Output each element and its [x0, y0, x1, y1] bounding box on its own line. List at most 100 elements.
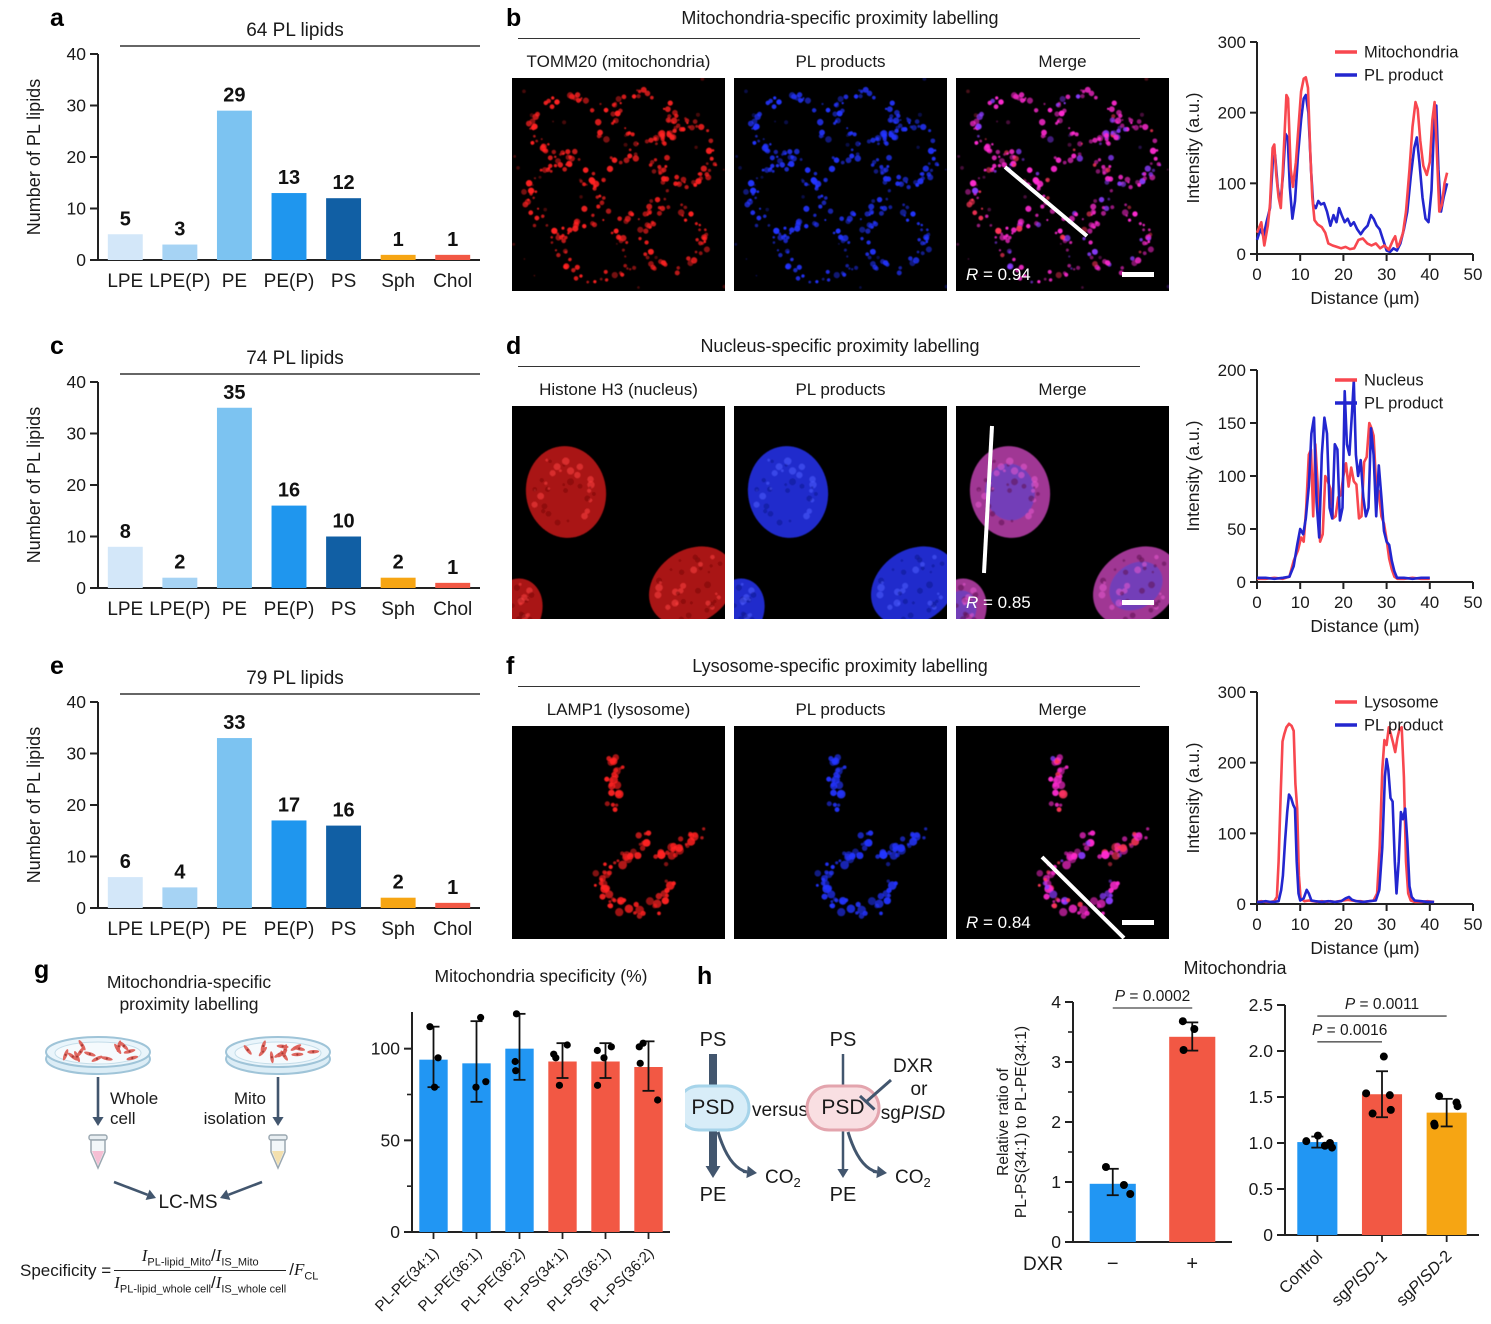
- svg-text:LPE(P): LPE(P): [149, 919, 210, 940]
- svg-text:PL-PS(34:1) to PL-PE(34:1): PL-PS(34:1) to PL-PE(34:1): [1013, 1026, 1030, 1218]
- svg-text:PSD: PSD: [821, 1096, 864, 1119]
- panel-label-a: a: [50, 4, 64, 32]
- svg-text:PE(P): PE(P): [264, 271, 315, 292]
- svg-text:40: 40: [1420, 593, 1439, 612]
- svg-text:20: 20: [1334, 915, 1353, 934]
- svg-text:PE: PE: [222, 599, 247, 620]
- micrograph-f-marker-channel: [512, 726, 725, 939]
- svg-text:50: 50: [1464, 915, 1483, 934]
- svg-text:35: 35: [223, 382, 245, 404]
- svg-text:2: 2: [174, 552, 185, 574]
- svg-text:20: 20: [67, 475, 87, 495]
- svg-text:17: 17: [278, 794, 300, 816]
- panel-h-chart-title: Mitochondria: [1183, 958, 1287, 978]
- svg-text:1: 1: [447, 229, 458, 251]
- svg-text:Number of PL lipids: Number of PL lipids: [24, 727, 44, 883]
- svg-text:Chol: Chol: [433, 271, 472, 292]
- image-label-b-3: Merge: [1038, 52, 1087, 71]
- micrograph-d-merge: R = 0.85: [933, 406, 1179, 642]
- svg-text:R = 0.85: R = 0.85: [966, 593, 1031, 612]
- svg-text:6: 6: [120, 851, 131, 873]
- svg-text:Lysosome: Lysosome: [1364, 694, 1439, 712]
- svg-text:or: or: [911, 1079, 929, 1100]
- svg-text:Distance (µm): Distance (µm): [1310, 938, 1419, 958]
- panel-e-bar-chart: 0 10 20 30 40 79 PL lipids Number of PL lipids…: [18, 654, 494, 973]
- svg-text:10: 10: [67, 199, 87, 219]
- svg-text:LPE(P): LPE(P): [149, 599, 210, 620]
- svg-text:Whole: Whole: [110, 1089, 158, 1108]
- svg-text:1.5: 1.5: [1249, 1087, 1273, 1107]
- formula-tail: /FCL: [289, 1259, 319, 1283]
- svg-text:200: 200: [1218, 104, 1246, 123]
- svg-text:30: 30: [1377, 915, 1396, 934]
- micrograph-f-pl-channel: [734, 726, 947, 939]
- svg-text:79 PL lipids: 79 PL lipids: [246, 668, 344, 689]
- svg-text:40: 40: [67, 372, 87, 392]
- svg-text:300: 300: [1218, 683, 1246, 702]
- svg-text:2.5: 2.5: [1249, 995, 1273, 1015]
- micrograph-f-merge: R = 0.84: [956, 726, 1169, 940]
- a-svg: 0 10 20 30 40 64 PL lipids Number of PL lipids…: [24, 20, 480, 292]
- svg-text:20: 20: [1334, 593, 1353, 612]
- svg-text:CO2: CO2: [765, 1167, 801, 1190]
- svg-text:20: 20: [67, 795, 87, 815]
- image-label-d-2: PL products: [795, 380, 886, 399]
- f_profile-svg: 0 100 200 300 0 10 20 30 40 50 Intensity (a.u.) Dis…: [1183, 683, 1483, 958]
- d_profile-svg: 0 50 100 150 200 0 10 20 30 40 50 Intensity (a.u.) D…: [1183, 361, 1482, 636]
- micrograph-b-pl-channel: [734, 77, 949, 291]
- svg-text:DXR: DXR: [893, 1056, 933, 1077]
- svg-text:sgPISD-2: sgPISD-2: [1393, 1247, 1456, 1310]
- micrograph-b-marker-channel: [512, 77, 727, 291]
- panel-c-bar-chart: 0 10 20 30 40 74 PL lipids Number of PL lipids…: [18, 334, 494, 653]
- svg-text:2: 2: [1051, 1112, 1061, 1132]
- svg-text:Chol: Chol: [433, 599, 472, 620]
- svg-text:2: 2: [393, 872, 404, 894]
- svg-text:74 PL lipids: 74 PL lipids: [246, 348, 344, 369]
- image-label-b-1: TOMM20 (mitochondria): [526, 52, 711, 71]
- svg-text:30: 30: [67, 744, 87, 764]
- svg-text:12: 12: [332, 172, 354, 194]
- svg-text:PS: PS: [331, 599, 356, 620]
- svg-text:50: 50: [1227, 520, 1246, 539]
- svg-text:1.0: 1.0: [1249, 1133, 1274, 1153]
- svg-text:33: 33: [223, 712, 245, 734]
- svg-text:20: 20: [67, 147, 87, 167]
- svg-text:3: 3: [1051, 1052, 1061, 1072]
- panel-g-workflow-diagram: Whole cell Mito isolation LC-MS: [28, 1022, 358, 1241]
- svg-text:0: 0: [1237, 245, 1246, 264]
- svg-text:0: 0: [1051, 1232, 1061, 1252]
- svg-text:Nucleus: Nucleus: [1364, 372, 1424, 390]
- svg-text:Sph: Sph: [381, 919, 415, 940]
- svg-text:29: 29: [223, 85, 245, 107]
- svg-text:10: 10: [332, 511, 354, 533]
- svg-text:Chol: Chol: [433, 919, 472, 940]
- panel-h-sgpisd-chart: 0 0.5 1.0 1.5 2.0 2.5 Control sgPISD-1 sgPISD-2 P…: [1243, 956, 1491, 1324]
- svg-text:10: 10: [1291, 915, 1310, 934]
- panel-f-title-underline: [518, 686, 1140, 687]
- svg-text:5: 5: [120, 208, 131, 230]
- svg-text:0: 0: [76, 898, 86, 918]
- svg-text:3: 3: [174, 219, 185, 241]
- panel-label-f: f: [506, 652, 515, 680]
- svg-text:Distance (µm): Distance (µm): [1310, 288, 1419, 308]
- panel-f-intensity-profile: 0 100 200 300 0 10 20 30 40 50 Intensity (a.u.) Dis…: [1183, 676, 1485, 975]
- svg-text:LPE: LPE: [107, 271, 143, 292]
- svg-text:R = 0.94: R = 0.94: [966, 265, 1031, 284]
- svg-text:Control: Control: [1276, 1247, 1326, 1297]
- svg-text:PL product: PL product: [1364, 395, 1444, 413]
- svg-text:30: 30: [1377, 265, 1396, 284]
- svg-text:0: 0: [1252, 593, 1261, 612]
- svg-text:sgPISD: sgPISD: [881, 1103, 946, 1124]
- svg-text:2.0: 2.0: [1249, 1041, 1274, 1061]
- svg-text:0: 0: [76, 250, 86, 270]
- svg-text:LPE(P): LPE(P): [149, 271, 210, 292]
- panel-label-h: h: [697, 962, 713, 990]
- svg-text:0: 0: [1237, 573, 1246, 592]
- svg-text:Mito: Mito: [234, 1089, 266, 1108]
- c-svg: 0 10 20 30 40 74 PL lipids Number of PL lipids…: [24, 348, 480, 620]
- svg-text:PSD: PSD: [691, 1096, 734, 1119]
- svg-text:30: 30: [67, 424, 87, 444]
- svg-text:Relative ratio of: Relative ratio of: [995, 1067, 1012, 1175]
- svg-text:50: 50: [1464, 265, 1483, 284]
